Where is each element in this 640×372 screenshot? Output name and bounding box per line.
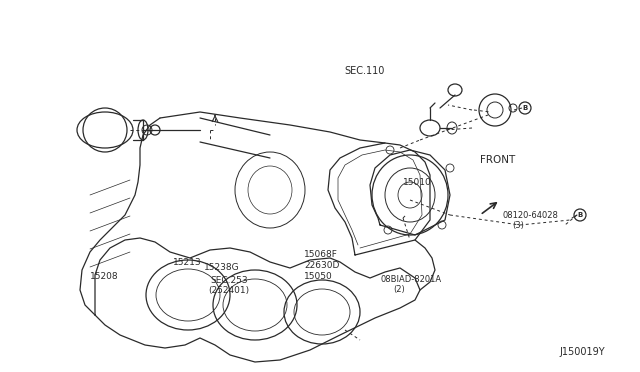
Text: (2): (2) [394,285,405,294]
Text: 15238G: 15238G [204,263,239,272]
Text: FRONT: FRONT [480,155,515,165]
Text: (252401): (252401) [208,286,249,295]
Text: 15068F: 15068F [304,250,338,259]
Text: J150019Y: J150019Y [559,347,605,356]
Text: 08120-64028: 08120-64028 [502,211,558,220]
Text: SEC.110: SEC.110 [344,66,385,76]
Text: 15050: 15050 [304,272,333,280]
Text: (3): (3) [512,221,524,230]
Text: B: B [577,212,582,218]
Text: 08BIAD-8201A: 08BIAD-8201A [381,275,442,284]
Text: 15208: 15208 [90,272,118,280]
Text: B: B [522,105,527,111]
Text: 22630D: 22630D [304,261,339,270]
Text: SEC.253: SEC.253 [210,276,248,285]
Text: 15213: 15213 [173,258,202,267]
Text: 15010: 15010 [403,178,432,187]
